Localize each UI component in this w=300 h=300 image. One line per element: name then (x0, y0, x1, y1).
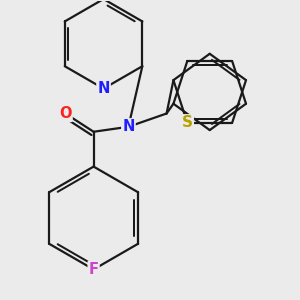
Text: F: F (88, 262, 99, 277)
Text: S: S (182, 115, 193, 130)
Text: N: N (98, 81, 110, 96)
Text: O: O (59, 106, 72, 121)
Text: N: N (122, 119, 135, 134)
